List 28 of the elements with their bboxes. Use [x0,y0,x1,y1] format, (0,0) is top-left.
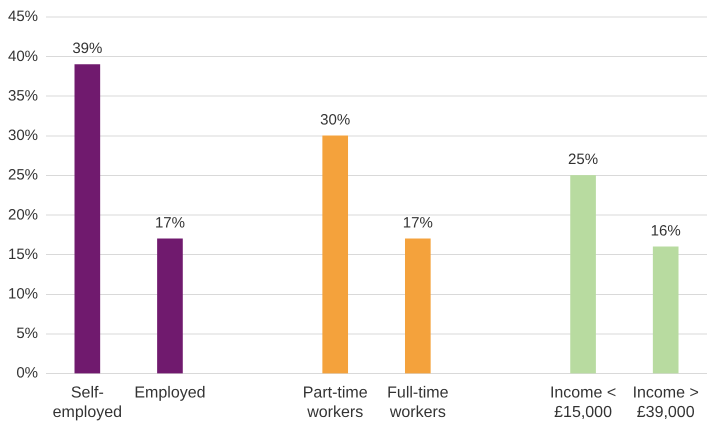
x-tick-label: Self- employed [52,384,122,421]
y-tick-label: 40% [8,48,38,65]
x-tick-label: Full-time workers [387,384,449,421]
bar [74,64,100,374]
y-tick-label: 45% [8,8,38,26]
x-tick-label: Employed [134,384,206,402]
y-tick-label: 30% [8,127,38,144]
data-label: 30% [320,112,350,129]
bar [404,238,431,374]
y-tick-label: 35% [8,87,38,104]
bar [570,175,596,374]
data-label: 39% [72,40,102,58]
x-tick-label: Part-time workers [302,384,368,421]
y-tick-label: 5% [16,325,38,342]
bar [322,136,348,374]
data-label: 16% [650,222,681,240]
y-tick-label: 10% [8,285,38,302]
data-label: 17% [154,214,185,232]
data-label: 25% [568,151,598,168]
x-tick-label: Income > £39,000 [632,384,699,421]
y-tick-label: 20% [8,206,38,224]
x-tick-label: Income < £15,000 [550,384,616,421]
y-tick-label: 25% [8,166,38,184]
bar [652,246,679,374]
data-label: 17% [402,214,433,232]
bar [157,238,183,374]
y-tick-label: 0% [16,364,38,382]
y-tick-label: 15% [8,246,38,263]
